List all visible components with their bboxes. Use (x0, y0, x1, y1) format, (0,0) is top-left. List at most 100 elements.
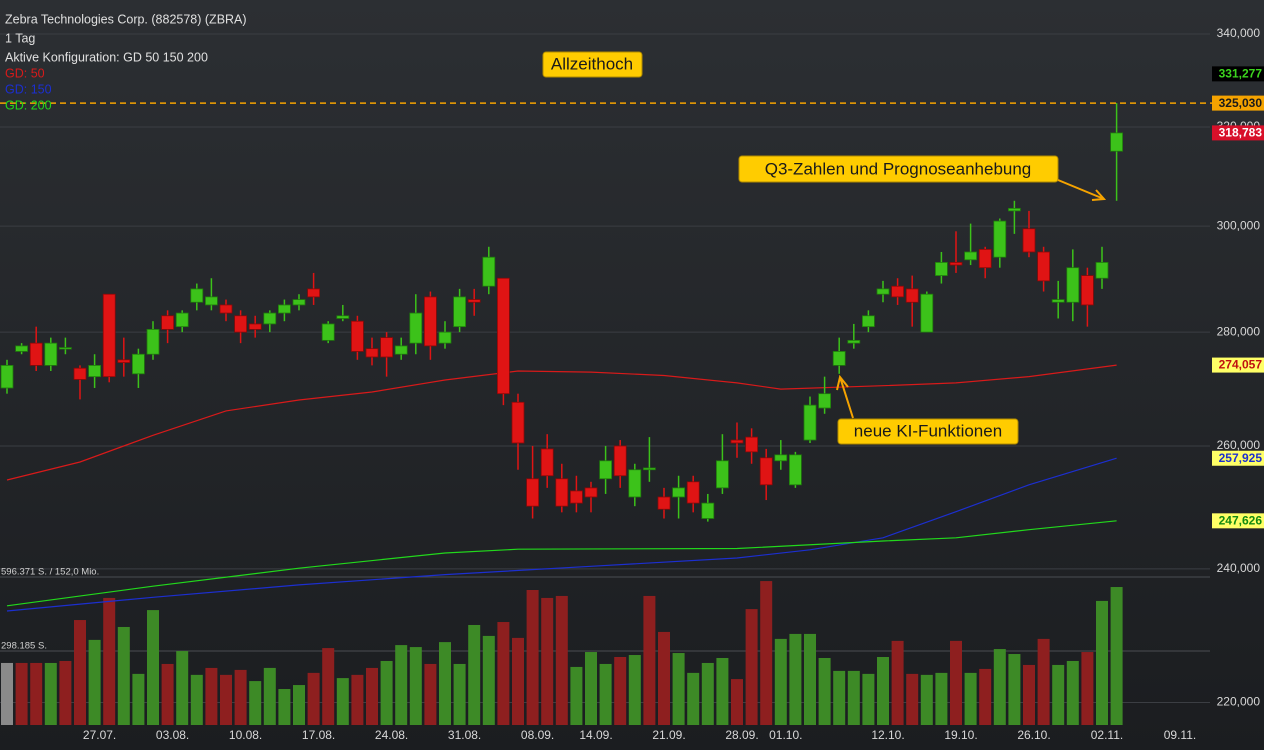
annotation: Allzeithoch (551, 54, 633, 73)
x-tick-label: 01.10. (769, 728, 802, 742)
annotation-arrow (1057, 179, 1107, 201)
candle-body (628, 469, 642, 498)
volume-bar (555, 595, 568, 725)
volume-bar (1110, 587, 1123, 725)
volume-bar (249, 681, 262, 725)
volume-bar (541, 597, 554, 725)
candle-body (496, 277, 510, 395)
volume-bar (161, 663, 174, 725)
annotations: Allzeithoch Q3-Zahlen und Prognoseanhebu… (542, 51, 1107, 445)
candle-body (978, 248, 992, 269)
x-tick-label: 17.08. (302, 728, 335, 742)
candle-body (161, 315, 175, 330)
volume-bar (468, 624, 481, 725)
volume-bar (964, 672, 977, 725)
candle-body (1051, 299, 1065, 303)
annotation-box (837, 418, 1019, 445)
candle-body (190, 288, 204, 303)
candle-body (570, 490, 583, 504)
volume-bar (585, 652, 597, 725)
candle-body (920, 293, 934, 333)
volume-bar (512, 637, 524, 725)
volume-tick-label: 596.371 S. / 152,0 Mio. (1, 567, 99, 578)
volume-bar (920, 674, 933, 725)
candle-body (146, 328, 160, 355)
candle-body (1066, 267, 1080, 303)
candle-body (394, 345, 408, 355)
candle-body (29, 342, 43, 366)
candle-body (365, 348, 379, 358)
candle-body (891, 285, 904, 298)
x-tick-label: 27.07. (83, 728, 116, 742)
candle-body (1081, 275, 1094, 306)
moving-average (6, 364, 1117, 481)
volume (1, 581, 1123, 725)
volume-bar (205, 667, 218, 725)
moving-average (6, 520, 1117, 607)
volume-bar (1096, 600, 1108, 725)
candle-body (818, 393, 831, 409)
volume-bar (351, 674, 364, 725)
candle-body (73, 367, 87, 380)
candle-body (599, 460, 612, 480)
candle-body (686, 481, 700, 504)
volume-bar (409, 647, 422, 725)
moving-average (6, 457, 1117, 612)
volume-bar (234, 669, 247, 725)
candle-body (131, 353, 145, 375)
x-tick-label: 31.08. (448, 728, 481, 742)
volume-bar (74, 620, 86, 725)
price-tag (1212, 513, 1264, 529)
x-tick-label: 28.09. (725, 728, 758, 742)
volume-bar (716, 657, 729, 725)
volume-bar (570, 666, 583, 725)
candle-body (584, 487, 598, 498)
volume-bar (701, 662, 714, 725)
volume-bar (278, 689, 291, 725)
candle-body (657, 496, 671, 510)
candle-body (993, 220, 1007, 258)
candle-body (862, 315, 875, 328)
moving-averages (6, 364, 1117, 612)
volume-bar (176, 651, 189, 725)
volume-bar (993, 649, 1006, 725)
volume-bar (439, 642, 451, 725)
volume-bar (1023, 664, 1035, 725)
price-tag-label: 257,925 (1219, 451, 1263, 465)
price-tag-label: 247,626 (1219, 514, 1263, 528)
volume-tick-label: 298.185 S. (1, 641, 47, 652)
y-tick-label: 280,000 (1217, 324, 1261, 338)
candle-body (117, 359, 131, 363)
volume-bar (293, 685, 305, 725)
candle-body (219, 304, 233, 314)
header: Zebra Technologies Corp. (882578) (ZBRA)… (5, 12, 247, 112)
volume-bar (15, 662, 28, 725)
volume-bar (599, 663, 612, 725)
candle-body (204, 296, 218, 306)
x-tick-label: 12.10. (871, 728, 904, 742)
candle-body (949, 262, 963, 266)
candle-body (613, 445, 627, 477)
price-tag-label: 331,277 (1219, 67, 1263, 81)
candle-body (1008, 207, 1021, 212)
y-tick-label: 340,000 (1217, 26, 1261, 40)
y-tick-label: 260,000 (1217, 438, 1261, 452)
candle-body (1022, 228, 1036, 253)
volume-bar (1, 662, 13, 725)
x-tick-label: 14.09. (579, 728, 612, 742)
legend-entry: GD: 200 (5, 98, 52, 112)
candle-body (1037, 251, 1050, 282)
volume-bar (804, 633, 816, 725)
candle-body (1110, 132, 1123, 152)
candle-body (745, 436, 758, 453)
candle-body (321, 323, 335, 341)
volume-bar (760, 581, 773, 725)
candle-body (730, 439, 744, 444)
annotation: Q3-Zahlen und Prognoseanhebung (765, 159, 1032, 178)
price-tag (1212, 95, 1264, 111)
x-tick-label: 10.08. (229, 728, 262, 742)
volume-bar (731, 679, 743, 725)
candle-body (307, 288, 321, 298)
